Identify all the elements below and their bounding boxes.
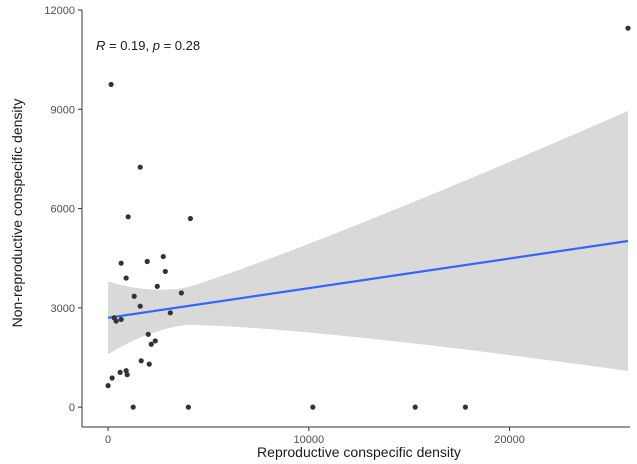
x-tick-label: 10000: [294, 434, 325, 446]
axes-layer: 0 3000 6000 9000 12000 0 10000 20000: [44, 5, 630, 446]
y-tick-label: 0: [69, 402, 75, 414]
data-point: [185, 404, 191, 410]
data-point: [167, 310, 173, 316]
data-point: [125, 214, 131, 220]
data-point: [625, 25, 631, 31]
data-point: [145, 331, 151, 337]
confidence-band: [108, 110, 629, 372]
x-axis-title: Reproductive conspecific density: [257, 444, 461, 460]
data-points-layer: [105, 25, 631, 410]
y-axis-title: Non-reproductive conspecific density: [9, 99, 25, 328]
data-point: [310, 404, 316, 410]
data-point: [187, 215, 193, 222]
data-point: [109, 375, 115, 381]
data-point: [178, 290, 184, 296]
y-tick-label: 12000: [44, 5, 75, 17]
confidence-band-layer: [108, 110, 629, 372]
x-tick-label: 0: [105, 434, 111, 446]
data-point: [123, 368, 129, 374]
data-point: [131, 293, 137, 299]
data-point: [124, 372, 130, 378]
y-tick-label: 9000: [51, 104, 75, 116]
data-point: [108, 81, 114, 88]
data-point: [137, 164, 143, 170]
data-point: [105, 383, 111, 389]
data-point: [118, 316, 124, 323]
data-point: [144, 258, 150, 265]
data-point: [148, 341, 154, 347]
data-point: [412, 404, 418, 410]
r-symbol: R: [96, 38, 105, 53]
x-tick-label: 20000: [494, 434, 525, 446]
data-point: [154, 283, 160, 289]
data-point: [462, 404, 468, 410]
data-point: [113, 318, 119, 324]
data-point: [138, 358, 144, 364]
regression-line-layer: [107, 239, 629, 319]
data-point: [123, 275, 129, 281]
p-value: = 0.28: [160, 38, 200, 53]
r-value: = 0.19,: [105, 38, 152, 53]
p-symbol: p: [152, 38, 160, 53]
data-point: [117, 369, 123, 375]
y-tick-label: 3000: [51, 303, 75, 315]
data-point: [146, 361, 152, 367]
data-point: [162, 268, 168, 275]
data-point: [152, 338, 158, 344]
data-point: [137, 303, 143, 309]
y-tick-label: 6000: [51, 204, 75, 216]
regression-line: [107, 239, 629, 319]
correlation-annotation: R = 0.19, p = 0.28: [96, 38, 200, 53]
data-point: [118, 260, 124, 266]
data-point: [160, 253, 166, 260]
data-point: [130, 404, 136, 410]
